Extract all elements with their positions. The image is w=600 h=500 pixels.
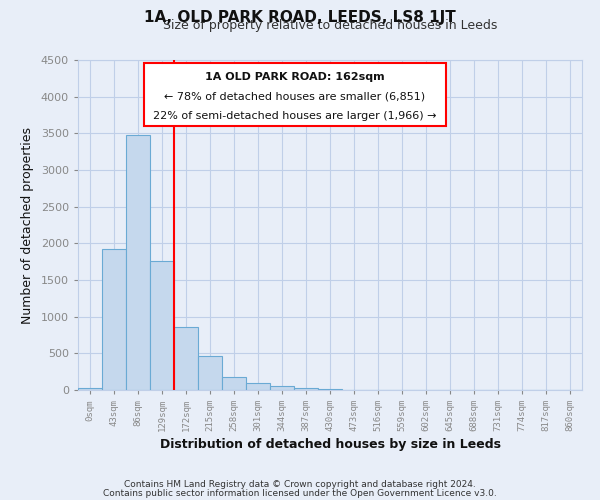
Bar: [198, 356, 222, 390]
Text: ← 78% of detached houses are smaller (6,851): ← 78% of detached houses are smaller (6,…: [164, 92, 425, 102]
Bar: [294, 388, 318, 390]
Bar: [174, 327, 198, 390]
Bar: [78, 388, 102, 390]
Bar: [102, 249, 126, 390]
Text: 22% of semi-detached houses are larger (1,966) →: 22% of semi-detached houses are larger (…: [153, 111, 436, 121]
Text: 1A, OLD PARK ROAD, LEEDS, LS8 1JT: 1A, OLD PARK ROAD, LEEDS, LS8 1JT: [144, 10, 456, 25]
Bar: [222, 377, 246, 390]
Text: Contains public sector information licensed under the Open Government Licence v3: Contains public sector information licen…: [103, 490, 497, 498]
Bar: [126, 135, 150, 390]
Bar: [150, 261, 174, 390]
X-axis label: Distribution of detached houses by size in Leeds: Distribution of detached houses by size …: [160, 438, 500, 451]
Bar: [246, 383, 270, 390]
Bar: [270, 386, 294, 390]
FancyBboxPatch shape: [143, 64, 446, 126]
Text: Contains HM Land Registry data © Crown copyright and database right 2024.: Contains HM Land Registry data © Crown c…: [124, 480, 476, 489]
Title: Size of property relative to detached houses in Leeds: Size of property relative to detached ho…: [163, 20, 497, 32]
Y-axis label: Number of detached properties: Number of detached properties: [21, 126, 34, 324]
Text: 1A OLD PARK ROAD: 162sqm: 1A OLD PARK ROAD: 162sqm: [205, 72, 385, 82]
